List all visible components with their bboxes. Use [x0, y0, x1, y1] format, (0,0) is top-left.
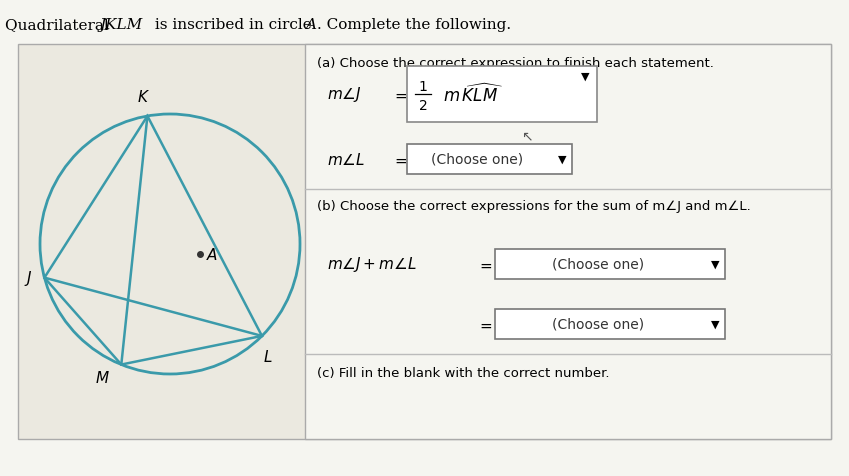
Text: $m\angle J + m\angle L$: $m\angle J + m\angle L$: [327, 255, 417, 274]
Text: (c) Fill in the blank with the correct number.: (c) Fill in the blank with the correct n…: [317, 366, 610, 379]
Text: ▼: ▼: [711, 259, 719, 269]
Text: is inscribed in circle: is inscribed in circle: [150, 18, 317, 32]
Text: $=$: $=$: [477, 257, 493, 272]
Text: A: A: [305, 18, 316, 32]
Text: $L$: $L$: [263, 348, 273, 364]
Text: $=$: $=$: [392, 152, 408, 167]
Text: $K$: $K$: [137, 89, 150, 105]
Text: (b) Choose the correct expressions for the sum of m∠J and m∠L.: (b) Choose the correct expressions for t…: [317, 199, 751, 213]
Text: $J$: $J$: [24, 268, 32, 288]
Text: (Choose one): (Choose one): [552, 258, 644, 271]
Text: $M$: $M$: [94, 369, 110, 385]
Text: $A$: $A$: [206, 247, 218, 262]
Text: (Choose one): (Choose one): [552, 317, 644, 331]
Text: $=$: $=$: [477, 317, 493, 332]
Bar: [407, 67, 597, 123]
Text: (Choose one): (Choose one): [431, 153, 524, 167]
Text: $m\angle J$: $m\angle J$: [327, 85, 362, 104]
Bar: [495, 309, 725, 339]
Text: ↖: ↖: [521, 129, 533, 143]
Text: $m\,\widehat{KLM}$: $m\,\widehat{KLM}$: [443, 83, 503, 106]
Text: ▼: ▼: [581, 72, 589, 82]
Bar: [18, 45, 831, 439]
Text: 1: 1: [419, 80, 427, 94]
Text: ▼: ▼: [558, 155, 566, 165]
Bar: [305, 45, 831, 439]
Text: . Complete the following.: . Complete the following.: [317, 18, 511, 32]
Text: ▼: ▼: [711, 319, 719, 329]
Text: $m\angle L$: $m\angle L$: [327, 152, 365, 168]
Bar: [495, 249, 725, 279]
Text: 2: 2: [419, 99, 427, 113]
Text: JKLM: JKLM: [100, 18, 143, 32]
Text: (a) Choose the correct expression to finish each statement.: (a) Choose the correct expression to fin…: [317, 57, 714, 70]
Text: Quadrilateral: Quadrilateral: [5, 18, 114, 32]
Bar: [407, 145, 572, 175]
Text: $=$: $=$: [392, 87, 408, 102]
